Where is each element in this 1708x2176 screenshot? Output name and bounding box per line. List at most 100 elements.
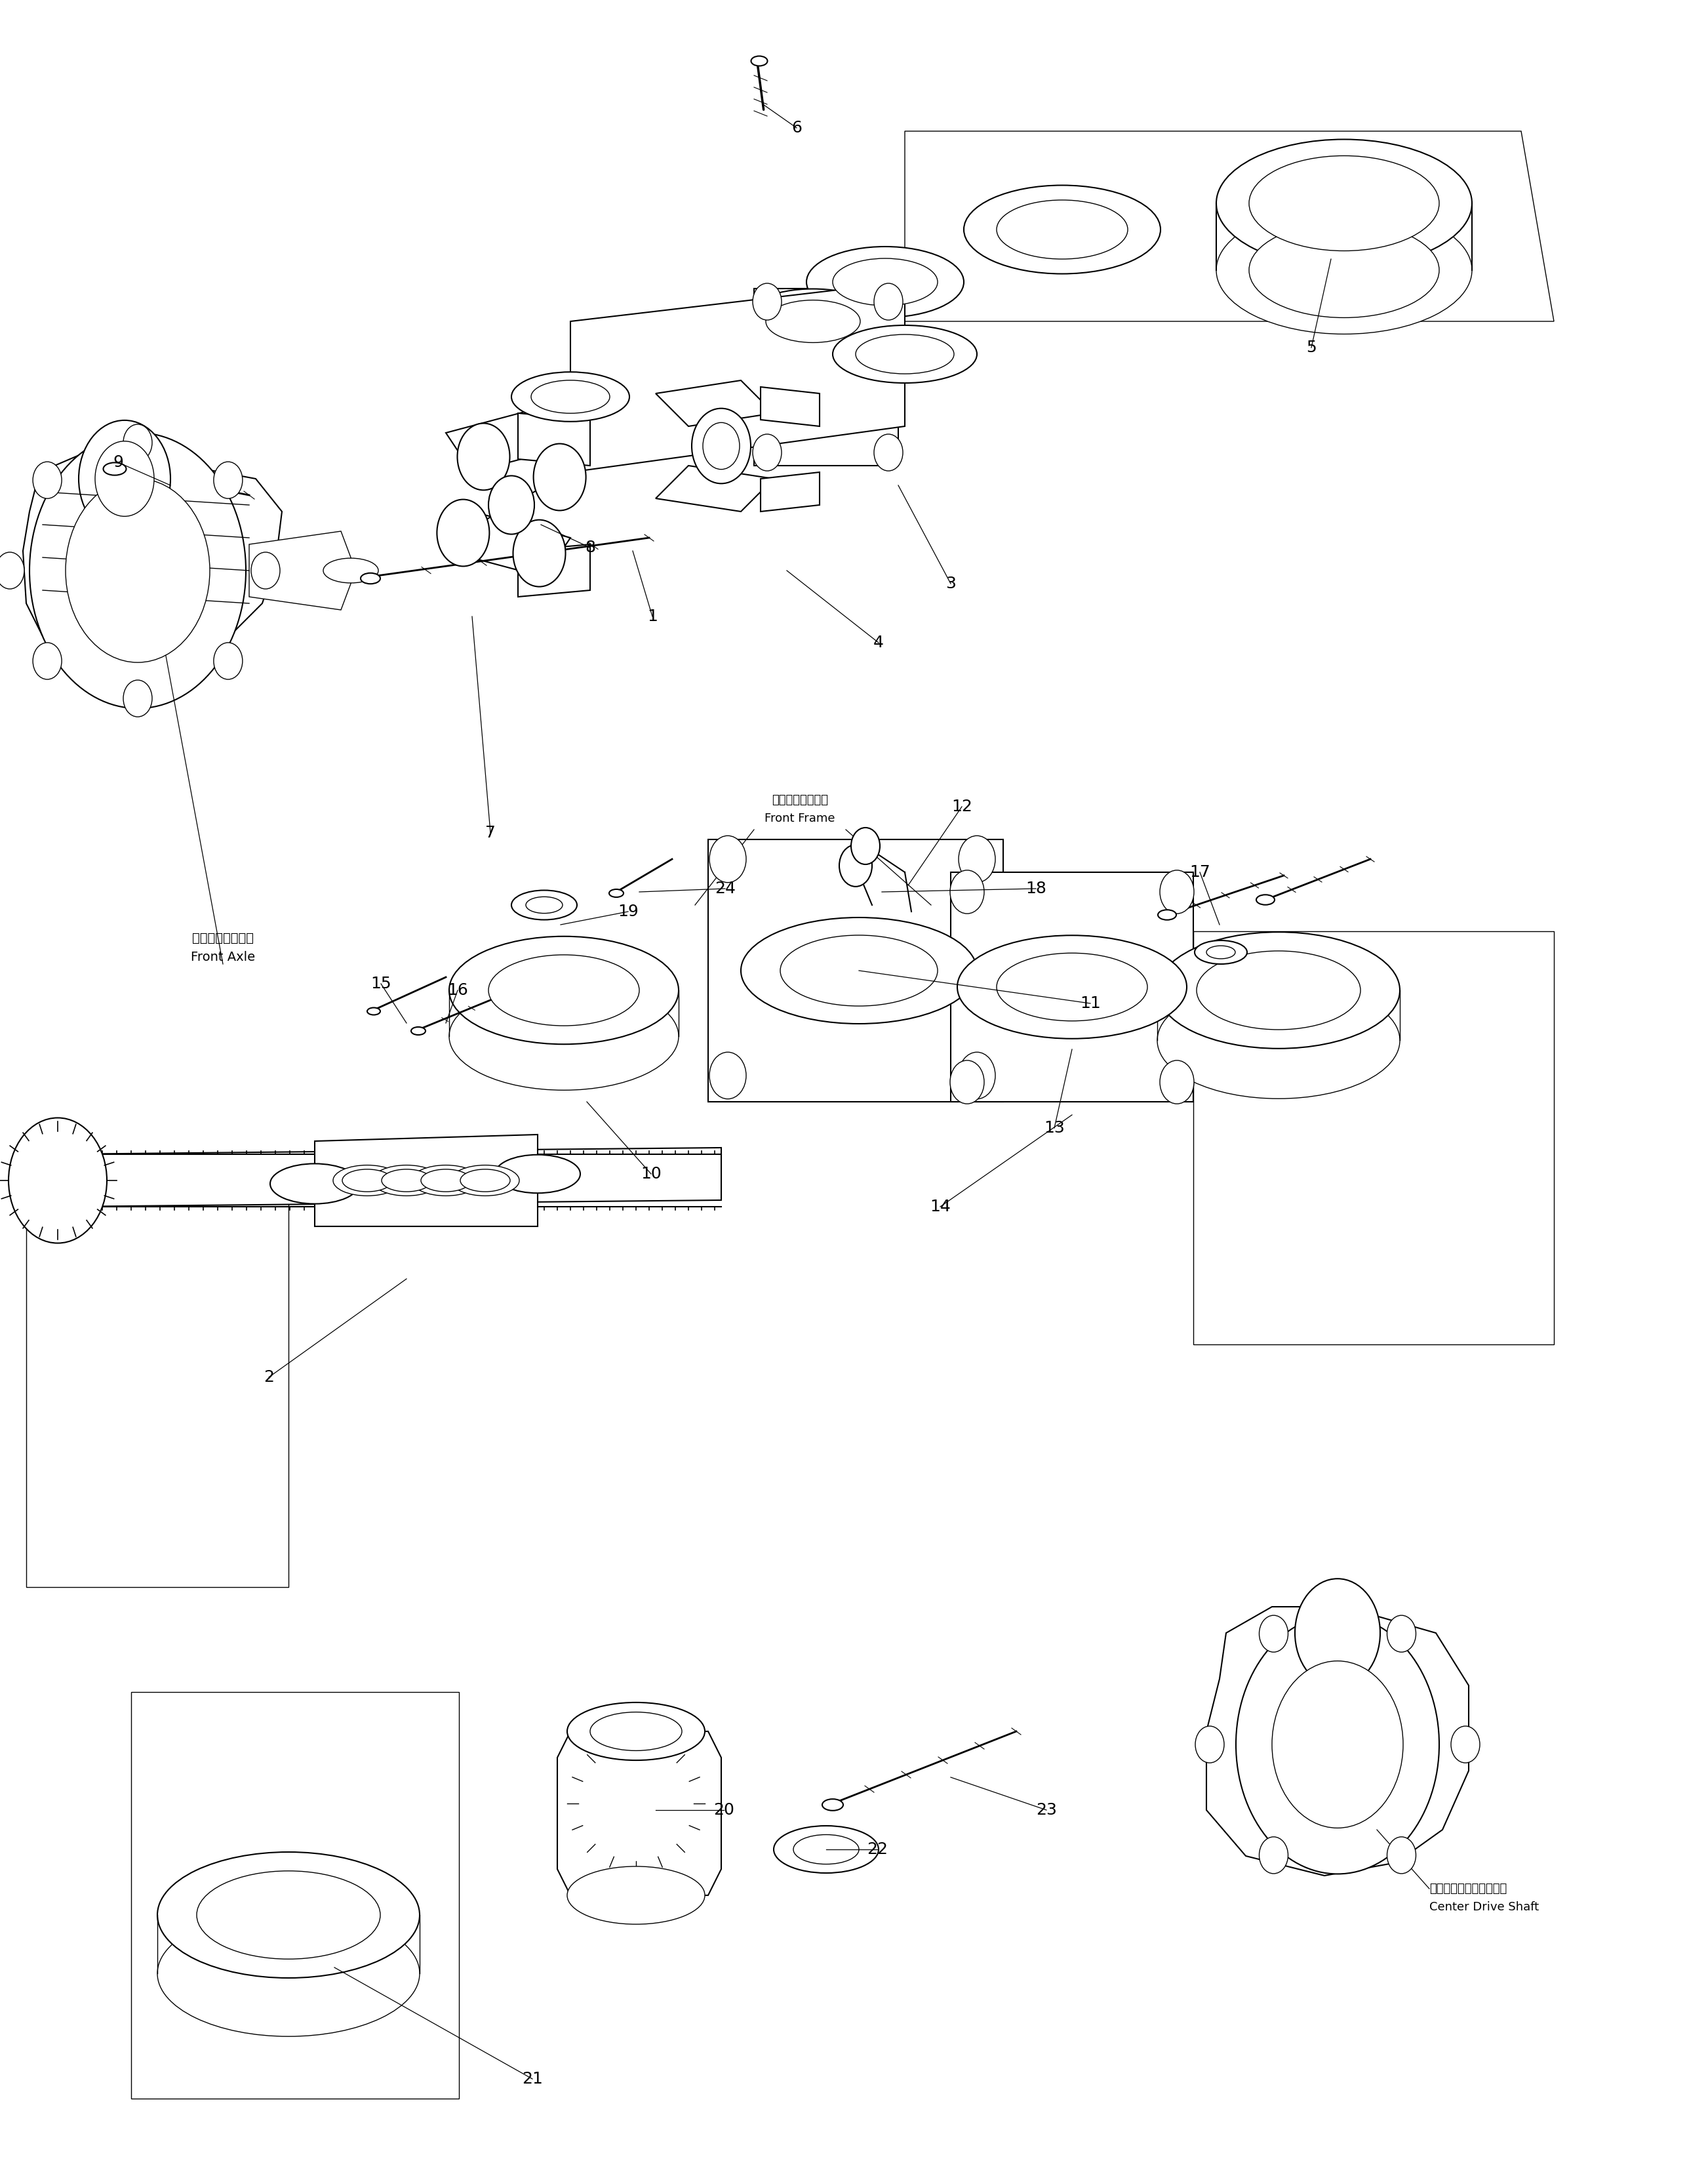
Ellipse shape: [412, 1164, 480, 1197]
Ellipse shape: [451, 1164, 519, 1197]
Text: 8: 8: [584, 540, 596, 555]
Circle shape: [29, 433, 246, 709]
Circle shape: [214, 642, 243, 679]
Circle shape: [1295, 1580, 1380, 1686]
Polygon shape: [570, 283, 905, 472]
Ellipse shape: [963, 185, 1160, 274]
Ellipse shape: [196, 1871, 381, 1958]
Circle shape: [488, 477, 535, 535]
Circle shape: [1387, 1837, 1416, 1874]
Text: 19: 19: [618, 903, 639, 920]
Ellipse shape: [381, 1169, 432, 1192]
Circle shape: [851, 827, 880, 864]
Ellipse shape: [956, 936, 1187, 1038]
Ellipse shape: [996, 953, 1148, 1021]
Polygon shape: [905, 131, 1554, 322]
Ellipse shape: [1216, 139, 1472, 268]
Ellipse shape: [996, 200, 1127, 259]
Ellipse shape: [610, 890, 623, 897]
Circle shape: [251, 553, 280, 590]
Circle shape: [709, 836, 746, 883]
Text: 22: 22: [866, 1841, 888, 1858]
Ellipse shape: [834, 259, 938, 305]
Text: 11: 11: [1079, 997, 1100, 1012]
Text: Front Axle: Front Axle: [191, 951, 254, 964]
Circle shape: [1196, 1726, 1225, 1763]
Text: 4: 4: [873, 635, 883, 651]
Ellipse shape: [567, 1867, 705, 1924]
Text: フロントアクスル: フロントアクスル: [191, 931, 254, 944]
Ellipse shape: [1158, 931, 1401, 1049]
Ellipse shape: [511, 890, 577, 920]
Ellipse shape: [806, 246, 963, 318]
Circle shape: [123, 681, 152, 716]
Circle shape: [0, 553, 24, 590]
Circle shape: [753, 435, 782, 470]
Ellipse shape: [1206, 947, 1235, 960]
Polygon shape: [656, 381, 774, 426]
Circle shape: [1160, 1060, 1194, 1103]
Circle shape: [1160, 870, 1194, 914]
Ellipse shape: [741, 289, 885, 355]
Ellipse shape: [1257, 894, 1274, 905]
Text: フロントフレーム: フロントフレーム: [772, 794, 828, 805]
Ellipse shape: [372, 1164, 441, 1197]
Ellipse shape: [741, 918, 977, 1023]
Ellipse shape: [1158, 910, 1177, 920]
Polygon shape: [760, 472, 820, 511]
Circle shape: [65, 479, 210, 662]
Circle shape: [950, 1060, 984, 1103]
Text: 20: 20: [714, 1802, 734, 1817]
Ellipse shape: [1216, 207, 1472, 335]
Polygon shape: [709, 840, 1003, 1101]
Circle shape: [123, 424, 152, 461]
Circle shape: [214, 461, 243, 498]
Circle shape: [32, 461, 61, 498]
Text: Front Frame: Front Frame: [765, 812, 835, 825]
Circle shape: [458, 424, 509, 490]
Polygon shape: [951, 873, 1194, 1101]
Ellipse shape: [323, 559, 377, 583]
Text: 24: 24: [714, 881, 736, 897]
Text: 18: 18: [1025, 881, 1047, 897]
Text: 1: 1: [647, 609, 658, 625]
Polygon shape: [446, 407, 570, 472]
Polygon shape: [656, 466, 774, 511]
Ellipse shape: [793, 1834, 859, 1865]
Text: 6: 6: [791, 120, 801, 135]
Circle shape: [437, 500, 490, 566]
Ellipse shape: [157, 1852, 420, 1978]
Circle shape: [709, 1053, 746, 1099]
Polygon shape: [446, 511, 570, 577]
Circle shape: [839, 844, 873, 886]
Text: 14: 14: [929, 1199, 951, 1214]
Ellipse shape: [511, 372, 630, 422]
Ellipse shape: [420, 1169, 471, 1192]
Circle shape: [753, 283, 782, 320]
Polygon shape: [753, 289, 898, 466]
Polygon shape: [518, 413, 589, 466]
Ellipse shape: [1194, 940, 1247, 964]
Polygon shape: [60, 1147, 721, 1208]
Circle shape: [32, 642, 61, 679]
Ellipse shape: [360, 572, 381, 583]
Polygon shape: [1194, 931, 1554, 1345]
Ellipse shape: [1197, 951, 1361, 1029]
Circle shape: [1272, 1660, 1402, 1828]
Text: センタドライブシャフト: センタドライブシャフト: [1430, 1882, 1506, 1895]
Text: 17: 17: [1189, 864, 1211, 879]
Ellipse shape: [367, 1007, 381, 1014]
Ellipse shape: [774, 1826, 878, 1874]
Text: Center Drive Shaft: Center Drive Shaft: [1430, 1902, 1539, 1913]
Circle shape: [950, 870, 984, 914]
Ellipse shape: [449, 936, 678, 1044]
Ellipse shape: [531, 381, 610, 413]
Ellipse shape: [270, 1164, 359, 1203]
Text: 2: 2: [263, 1369, 273, 1386]
Polygon shape: [132, 1693, 459, 2098]
Ellipse shape: [781, 936, 938, 1005]
Polygon shape: [1206, 1606, 1469, 1876]
Text: 16: 16: [447, 981, 468, 999]
Circle shape: [1387, 1615, 1416, 1652]
Circle shape: [958, 836, 996, 883]
